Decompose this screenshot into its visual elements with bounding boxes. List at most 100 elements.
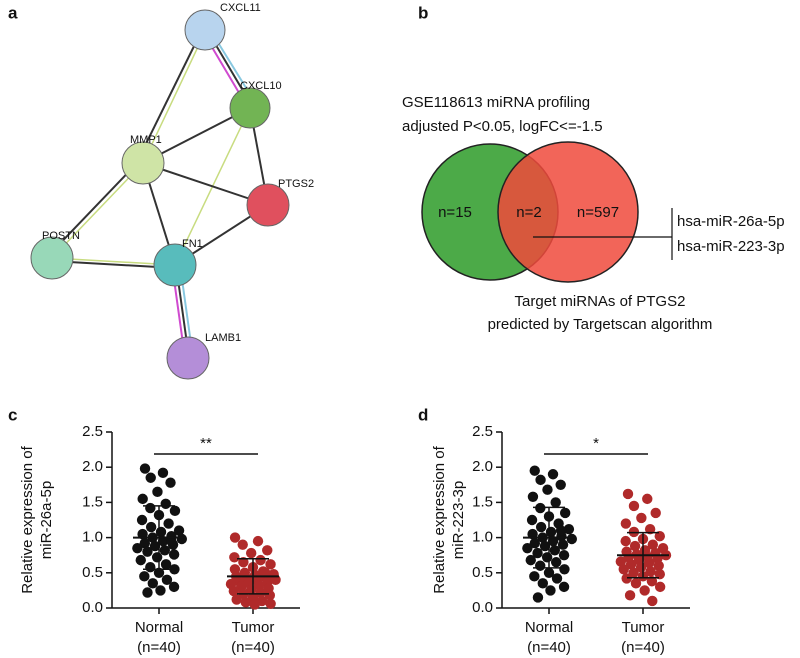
dot xyxy=(654,581,666,593)
dot xyxy=(142,546,153,557)
dot xyxy=(526,514,538,526)
dot xyxy=(557,539,569,550)
dot xyxy=(229,552,240,563)
dot xyxy=(645,566,656,577)
dot xyxy=(132,542,143,554)
dot xyxy=(650,507,661,519)
dot xyxy=(529,538,541,549)
x-tick-label: Normal xyxy=(525,619,573,636)
dot xyxy=(539,540,551,552)
y-tick-label: 2.5 xyxy=(472,423,493,440)
x-tick-sublabel: (n=40) xyxy=(137,639,181,656)
dot xyxy=(249,599,260,610)
network-nodes: CXCL11 CXCL10 MMP1 PTGS2 POSTN FN1 LAMB1 xyxy=(30,2,314,380)
panel-label: b xyxy=(418,3,428,22)
y-tick-label: 1.0 xyxy=(472,529,493,546)
dot-chart: 0.0 0.5 1.0 1.5 2.0 2.5 Relative expression of… xyxy=(431,423,690,656)
dot xyxy=(558,550,570,561)
dot xyxy=(137,493,148,505)
y-axis-label: miR-26a-5p xyxy=(38,481,55,559)
dot xyxy=(522,542,533,554)
y-tick-label: 1.5 xyxy=(82,493,103,510)
dot xyxy=(654,569,665,580)
dot xyxy=(529,465,540,476)
dot xyxy=(622,488,634,500)
dot xyxy=(558,581,570,593)
dot xyxy=(169,505,181,517)
node xyxy=(30,236,74,280)
dot xyxy=(147,578,159,589)
dot xyxy=(136,514,148,526)
dot xyxy=(620,518,632,529)
dot xyxy=(168,581,180,593)
y-tick-label: 2.5 xyxy=(82,423,103,440)
dot xyxy=(139,571,150,582)
node-label: CXCL10 xyxy=(240,80,282,92)
dot xyxy=(228,585,240,597)
dot-chart: 0.0 0.5 1.0 1.5 2.0 2.5 Relative expression of… xyxy=(19,423,300,656)
dot xyxy=(173,525,185,536)
dot xyxy=(555,479,566,490)
y-tick-label: 1.0 xyxy=(82,529,103,546)
dot xyxy=(139,538,151,549)
dot xyxy=(145,521,157,533)
dot xyxy=(629,540,641,552)
dot xyxy=(647,595,658,607)
x-tick-label: Tumor xyxy=(622,619,665,636)
dot xyxy=(563,523,575,535)
venn-count: n=15 xyxy=(438,204,472,221)
dot xyxy=(654,530,665,542)
y-tick-label: 1.5 xyxy=(472,493,493,510)
dot xyxy=(231,594,242,605)
network-edges xyxy=(48,27,269,359)
dot xyxy=(525,554,536,566)
dot xyxy=(157,467,169,479)
dot xyxy=(265,559,276,570)
dot xyxy=(149,540,161,552)
venn-title: adjusted P<0.05, logFC<=-1.5 xyxy=(402,118,603,135)
dot xyxy=(555,525,567,536)
dot xyxy=(642,493,653,505)
y-tick-label: 2.0 xyxy=(472,458,493,475)
dot xyxy=(543,567,555,578)
y-tick-label: 0.5 xyxy=(472,564,493,581)
dot xyxy=(135,554,146,566)
dot xyxy=(527,491,539,502)
dot xyxy=(153,567,165,578)
dot xyxy=(152,486,163,498)
panel-label: c xyxy=(8,405,17,424)
node-label: CXCL11 xyxy=(220,2,261,14)
dot xyxy=(566,533,578,545)
y-axis-label: Relative expression of xyxy=(431,445,448,593)
y-axis-label: Relative expression of xyxy=(19,445,36,593)
venn: GSE118613 miRNA profiling adjusted P<0.0… xyxy=(402,94,785,333)
dot xyxy=(264,590,275,601)
dot xyxy=(160,559,172,570)
dot xyxy=(628,567,639,578)
dot xyxy=(176,533,188,545)
dot xyxy=(545,585,556,596)
node xyxy=(246,183,290,227)
node xyxy=(184,9,226,51)
node xyxy=(121,141,165,185)
y-tick-label: 0.0 xyxy=(82,599,103,616)
dot xyxy=(624,590,636,601)
significance: * xyxy=(593,435,599,452)
venn-item: hsa-miR-26a-5p xyxy=(677,213,785,230)
dot xyxy=(145,502,156,514)
x-tick-sublabel: (n=40) xyxy=(231,639,275,656)
dot xyxy=(644,523,656,535)
node xyxy=(166,336,210,380)
dot xyxy=(245,547,257,559)
dot xyxy=(559,564,570,575)
dot xyxy=(653,560,664,571)
dot xyxy=(625,559,637,570)
node-label: FN1 xyxy=(182,238,203,250)
dot xyxy=(255,554,266,566)
venn-title: GSE118613 miRNA profiling xyxy=(402,94,590,111)
dot xyxy=(643,557,655,569)
dot xyxy=(535,560,546,571)
dot xyxy=(639,585,650,596)
dot xyxy=(532,592,544,603)
